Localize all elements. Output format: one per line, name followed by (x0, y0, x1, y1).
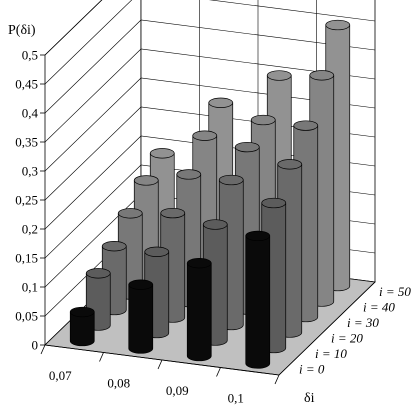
bar-top (266, 70, 292, 81)
bar-body (245, 235, 271, 369)
x-tick (99, 352, 104, 362)
bar-top (250, 114, 276, 126)
x-axis-label: δi (304, 391, 315, 406)
bar-top (160, 207, 186, 219)
y-tick-label: 0,3 (22, 164, 38, 179)
x-axis: 0,07 0,08 0,09 0,1 (40, 344, 280, 405)
bar-top (293, 120, 319, 131)
bar-top (261, 197, 287, 209)
bar-top (192, 130, 218, 141)
bar-top (309, 70, 335, 81)
x-tick (216, 367, 221, 377)
bar-top (186, 258, 212, 269)
y-tick-label: 0,5 (22, 48, 38, 63)
bar (128, 279, 154, 354)
x-tick-label: 0,09 (166, 383, 189, 398)
depth-axis: i = 0i = 10i = 20i = 30i = 40i = 50 δi (278, 281, 411, 406)
bar-top (208, 97, 234, 108)
bar (69, 306, 95, 347)
bar-body (128, 284, 154, 354)
bar-top (133, 175, 159, 186)
depth-tick-label: i = 20 (331, 330, 363, 345)
bar-top (218, 174, 244, 186)
depth-tick-label: i = 0 (299, 361, 325, 376)
y-tick-label: 0,2 (22, 222, 38, 237)
bar-top (69, 306, 95, 318)
y-axis: 0 0,05 0,1 0,15 0,2 0,25 0,3 0,35 0,4 0,45 0,5 P(δi… (8, 23, 45, 353)
gridline (44, 19, 376, 114)
bar-top (85, 268, 111, 279)
bars (69, 19, 351, 369)
x-tick-label: 0,07 (49, 368, 72, 383)
bar (186, 258, 212, 362)
y-tick-label: 0,1 (22, 280, 38, 295)
x-tick-label: 0,1 (228, 390, 244, 405)
bar-top (128, 279, 154, 290)
y-tick-label: 0,45 (15, 77, 38, 92)
x-tick (40, 344, 46, 355)
depth-tick-label: i = 10 (315, 346, 347, 361)
bar-top (245, 230, 271, 242)
depth-axis-line (278, 281, 376, 376)
bar-body (69, 311, 95, 347)
gridline (44, 77, 376, 172)
y-tick-label: 0 (32, 338, 39, 353)
bar-top (202, 219, 228, 230)
bar-top (176, 169, 202, 180)
y-tick-label: 0,25 (15, 193, 38, 208)
depth-tick-label: i = 30 (347, 315, 379, 330)
bar-top (234, 141, 260, 153)
y-axis-label: P(δi) (8, 23, 36, 38)
y-tick-label: 0,05 (15, 309, 38, 324)
x-tick (274, 374, 280, 385)
bar-top (144, 246, 170, 257)
bar-top (117, 208, 143, 219)
x-tick (157, 359, 163, 370)
gridline (44, 48, 376, 143)
bar-body (186, 262, 212, 362)
bar (245, 230, 271, 369)
x-tick-label: 0,08 (107, 375, 130, 390)
bar-top (325, 19, 351, 31)
y-tick-label: 0,15 (15, 251, 38, 266)
gridline (44, 0, 376, 85)
bar-top (277, 159, 303, 170)
y-tick-label: 0,4 (22, 106, 39, 121)
depth-tick-label: i = 50 (379, 284, 411, 299)
bar-top (149, 148, 175, 159)
depth-tick-label: i = 40 (363, 299, 395, 314)
y-tick-label: 0,35 (15, 135, 38, 150)
bar-top (101, 241, 127, 252)
gridline (44, 0, 103, 56)
